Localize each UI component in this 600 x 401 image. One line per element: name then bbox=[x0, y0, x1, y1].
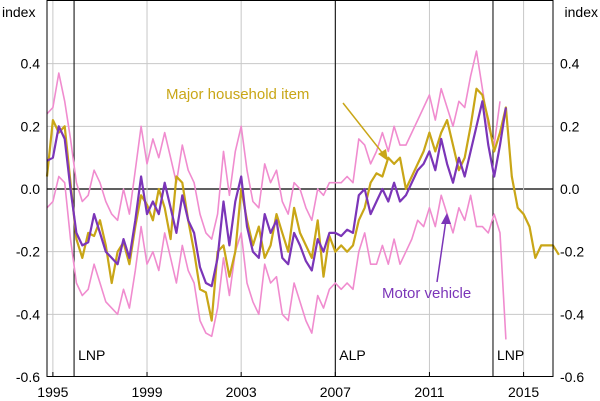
x-tick-label: 2011 bbox=[414, 384, 444, 400]
lower-band-line bbox=[46, 175, 507, 340]
motor-vehicle-arrow bbox=[436, 219, 447, 283]
x-tick-label: 2015 bbox=[508, 384, 539, 400]
y-tick-label-right: 0.0 bbox=[560, 181, 580, 197]
major-household-arrow bbox=[342, 102, 385, 156]
y-tick-label-left: 0.4 bbox=[21, 56, 41, 72]
y-tick-label-left: 0.2 bbox=[21, 118, 41, 134]
event-label: LNP bbox=[497, 347, 524, 363]
upper-band-line bbox=[46, 50, 501, 240]
motor-vehicle-line bbox=[46, 100, 507, 288]
motor-vehicle-arrowhead bbox=[441, 213, 451, 224]
motor-vehicle-annotation: Motor vehicle bbox=[382, 285, 471, 302]
y-tick-label-left: -0.6 bbox=[16, 369, 40, 385]
y-tick-label-right: 0.4 bbox=[560, 56, 580, 72]
event-lines-layer: LNP ALP LNP bbox=[73, 1, 524, 377]
left-axis-unit: index bbox=[2, 4, 35, 20]
y-tick-label-left: -0.2 bbox=[16, 244, 40, 260]
axis-layer: -0.6 -0.6 -0.4 -0.4 -0.2 -0.2 0.0 0.0 0.2 0.2 0.4 0… bbox=[2, 4, 598, 400]
major-household-annotation: Major household item bbox=[166, 86, 309, 103]
event-label: LNP bbox=[78, 347, 105, 363]
event-label: ALP bbox=[339, 347, 365, 363]
plot-frame bbox=[46, 0, 554, 377]
y-tick-label-right: 0.2 bbox=[560, 118, 580, 134]
right-axis-unit: index bbox=[565, 4, 598, 20]
y-tick-label-right: -0.6 bbox=[560, 369, 584, 385]
major-household-arrowhead bbox=[378, 149, 388, 161]
x-tick-label: 1995 bbox=[37, 384, 68, 400]
y-tick-label-left: -0.4 bbox=[16, 306, 40, 322]
y-tick-label-right: -0.2 bbox=[560, 244, 584, 260]
x-tick-label: 2007 bbox=[320, 384, 351, 400]
x-tick-label: 2003 bbox=[226, 384, 257, 400]
major-household-line bbox=[45, 87, 560, 322]
annotation-layer: Major household item Motor vehicle bbox=[166, 86, 471, 302]
y-tick-label-right: -0.4 bbox=[560, 306, 584, 322]
y-tick-label-left: 0.0 bbox=[21, 181, 41, 197]
x-tick-label: 1999 bbox=[131, 384, 162, 400]
series-layer bbox=[45, 50, 560, 340]
